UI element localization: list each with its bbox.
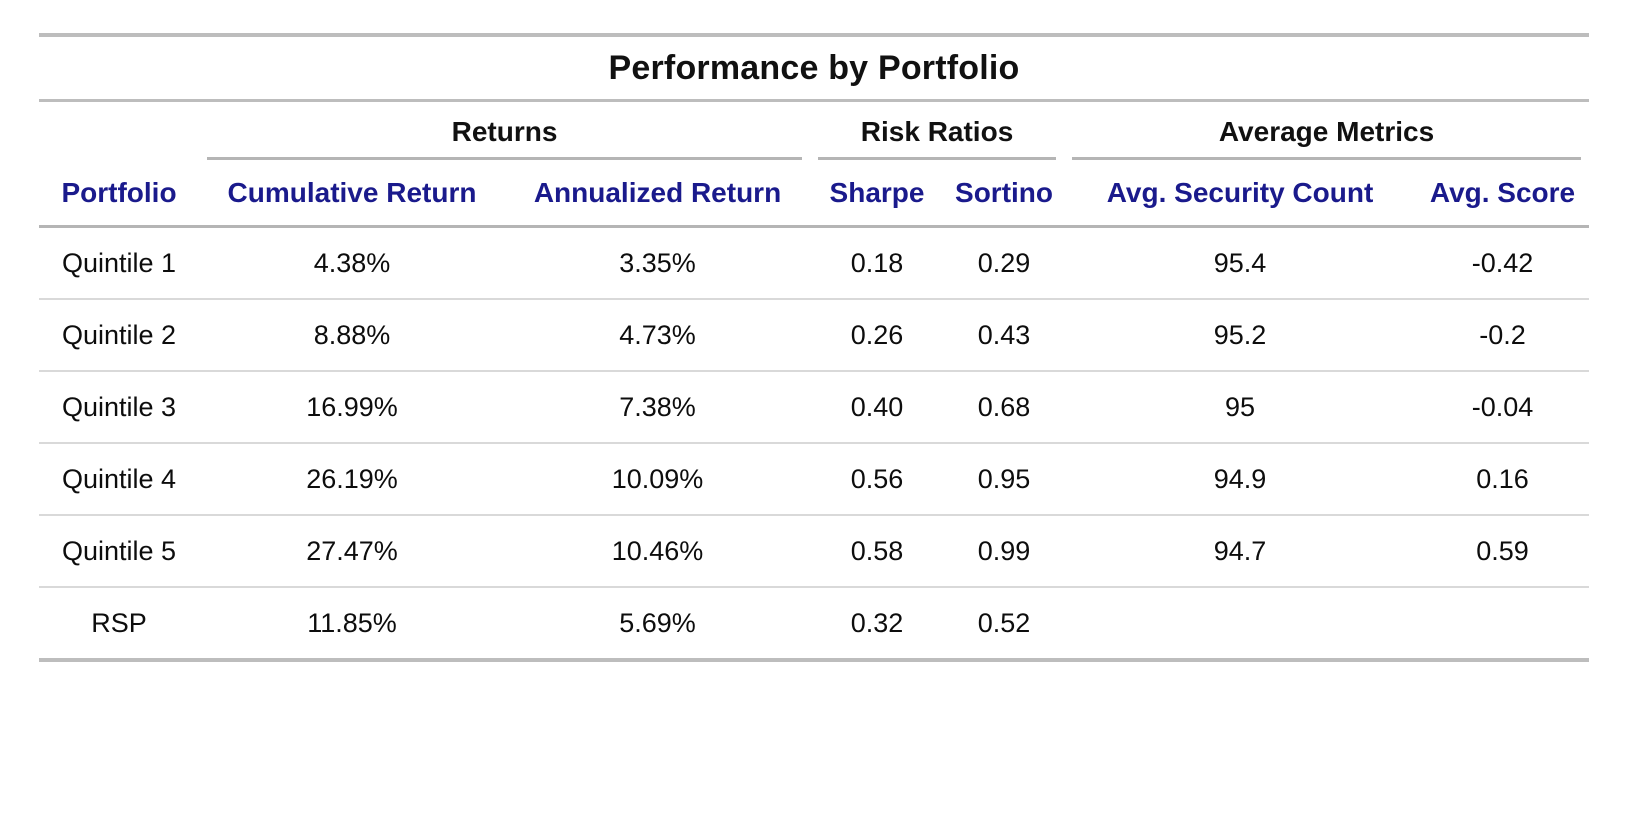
row-label: Quintile 3 xyxy=(39,370,199,443)
cell-avg-score: -0.42 xyxy=(1471,247,1534,278)
row-label: RSP xyxy=(39,586,199,660)
cell-avg-security-count xyxy=(1064,586,1417,660)
table-row-rsp: RSP 11.85% 5.69% 0.32 0.52 xyxy=(39,586,1590,660)
table-header: Returns Risk Ratios Average Metrics xyxy=(39,102,1590,228)
cell-annualized-return: 10.46% xyxy=(505,514,811,587)
col-header-portfolio: Portfolio xyxy=(39,160,199,228)
cell-sortino: 0.95 xyxy=(944,442,1065,515)
cell-sharpe: 0.26 xyxy=(810,298,945,371)
spanner-risk-ratios-box: Risk Ratios xyxy=(810,116,1064,160)
spanner-returns-box: Returns xyxy=(199,116,810,160)
cell-sharpe: 0.18 xyxy=(850,247,904,278)
cell-avg-score xyxy=(1416,586,1590,660)
data-table: Returns Risk Ratios Average Metrics xyxy=(39,102,1590,662)
spanner-average-metrics-label: Average Metrics xyxy=(1218,116,1435,147)
cell-sortino: 0.68 xyxy=(944,370,1065,443)
cell-avg-security-count: 95 xyxy=(1064,370,1417,443)
cell-sharpe: 0.40 xyxy=(810,370,945,443)
cell-annualized-return: 5.69% xyxy=(505,586,811,660)
cell-cumulative-return: 27.47% xyxy=(199,514,505,587)
table-body: Quintile 1 4.38% 3.35% 0.18 0.29 95.4 -0… xyxy=(39,227,1590,660)
col-header-sortino: Sortino xyxy=(944,160,1065,228)
cell-sortino: 0.99 xyxy=(944,514,1065,587)
cell-annualized-return: 10.09% xyxy=(505,442,811,515)
cell-avg-score: 0.59 xyxy=(1416,514,1590,587)
col-header-sharpe: Sharpe xyxy=(810,160,945,228)
col-header-avg-score: Avg. Score xyxy=(1416,160,1590,228)
cell-avg-security-count: 94.9 xyxy=(1064,442,1417,515)
table-row-quintile-2: Quintile 2 8.88% 4.73% 0.26 0.43 95.2 -0… xyxy=(39,298,1590,371)
cell-cumulative-return: 16.99% xyxy=(199,370,505,443)
spanner-returns: Returns xyxy=(199,102,810,160)
cell-avg-score: 0.16 xyxy=(1416,442,1590,515)
table-row-quintile-4: Quintile 4 26.19% 10.09% 0.56 0.95 94.9 … xyxy=(39,442,1590,515)
table-title: Performance by Portfolio xyxy=(39,33,1589,102)
performance-by-portfolio-table: Performance by Portfolio Returns xyxy=(39,33,1590,662)
cell-avg-score: -0.2 xyxy=(1416,298,1590,371)
cell-sortino: 0.29 xyxy=(977,247,1031,278)
cell-cumulative-return: 4.38% xyxy=(313,247,391,278)
col-header-avg-security-count: Avg. Security Count xyxy=(1064,160,1417,228)
spanner-average-metrics-box: Average Metrics xyxy=(1064,116,1589,160)
spanner-risk-ratios-underline xyxy=(818,157,1057,160)
row-label: Quintile 5 xyxy=(39,514,199,587)
spanner-average-metrics: Average Metrics xyxy=(1064,102,1589,160)
spanner-spacer xyxy=(39,102,199,160)
cell-cumulative-return: 11.85% xyxy=(199,586,505,660)
cell-cumulative-return: 26.19% xyxy=(199,442,505,515)
column-header-row: Portfolio Cumulative Return Annualized R… xyxy=(39,160,1590,228)
col-header-cumulative-return: Cumulative Return xyxy=(199,160,505,228)
table-row-quintile-3: Quintile 3 16.99% 7.38% 0.40 0.68 95 -0.… xyxy=(39,370,1590,443)
cell-annualized-return: 3.35% xyxy=(619,247,696,278)
row-label: Quintile 4 xyxy=(39,442,199,515)
cell-cumulative-return: 8.88% xyxy=(199,298,505,371)
cell-avg-score: -0.04 xyxy=(1416,370,1590,443)
cell-sortino: 0.43 xyxy=(944,298,1065,371)
cell-sharpe: 0.56 xyxy=(810,442,945,515)
cell-avg-security-count: 95.4 xyxy=(1213,247,1267,278)
cell-sharpe: 0.32 xyxy=(810,586,945,660)
cell-avg-security-count: 94.7 xyxy=(1064,514,1417,587)
cell-annualized-return: 4.73% xyxy=(505,298,811,371)
cell-avg-security-count: 95.2 xyxy=(1064,298,1417,371)
cell-sharpe: 0.58 xyxy=(810,514,945,587)
spanner-returns-underline xyxy=(207,157,803,160)
cell-annualized-return: 7.38% xyxy=(505,370,811,443)
spanner-returns-label: Returns xyxy=(451,116,558,147)
table-row-quintile-5: Quintile 5 27.47% 10.46% 0.58 0.99 94.7 … xyxy=(39,514,1590,587)
spanner-average-metrics-underline xyxy=(1072,157,1582,160)
cell-sortino: 0.52 xyxy=(944,586,1065,660)
spanner-risk-ratios-label: Risk Ratios xyxy=(860,116,1014,147)
spanner-risk-ratios: Risk Ratios xyxy=(810,102,1064,160)
row-label: Quintile 2 xyxy=(39,298,199,371)
table-row-quintile-1: Quintile 1 4.38% 3.35% 0.18 0.29 95.4 -0… xyxy=(39,227,1589,300)
row-label: Quintile 1 xyxy=(61,247,177,278)
spanner-row: Returns Risk Ratios Average Metrics xyxy=(39,102,1589,160)
col-header-annualized-return: Annualized Return xyxy=(505,160,811,228)
